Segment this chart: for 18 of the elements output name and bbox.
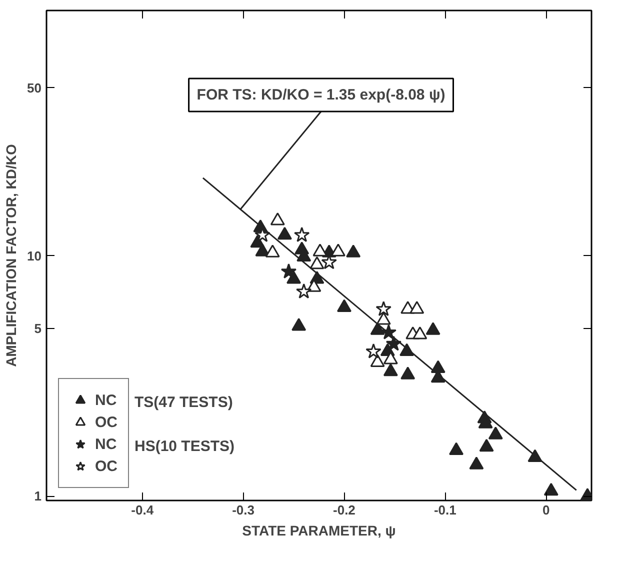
y-axis-title: AMPLIFICATION FACTOR, KD/KO <box>3 144 20 367</box>
x-tick-label: 0 <box>542 502 550 518</box>
x-tick-label: -0.2 <box>333 502 356 518</box>
x-tick-label: -0.4 <box>131 502 154 518</box>
x-tick-label: -0.1 <box>434 502 456 518</box>
legend-label: NC <box>95 434 117 454</box>
annotation: HS(10 TESTS) <box>134 438 235 455</box>
y-tick-label: 50 <box>27 80 42 96</box>
x-tick-label: -0.3 <box>232 502 255 518</box>
x-axis-title: STATE PARAMETER, ψ <box>242 522 396 538</box>
legend-label: OC <box>95 456 118 476</box>
legend-label: NC <box>95 390 117 410</box>
y-tick-label: 10 <box>27 248 42 264</box>
annotation: FOR TS: KD/KO = 1.35 exp(-8.08 ψ) <box>196 86 446 104</box>
legend-label: OC <box>95 412 118 432</box>
annotation: TS(47 TESTS) <box>134 394 233 411</box>
y-tick-label: 1 <box>34 488 42 504</box>
y-tick-label: 5 <box>34 320 42 336</box>
